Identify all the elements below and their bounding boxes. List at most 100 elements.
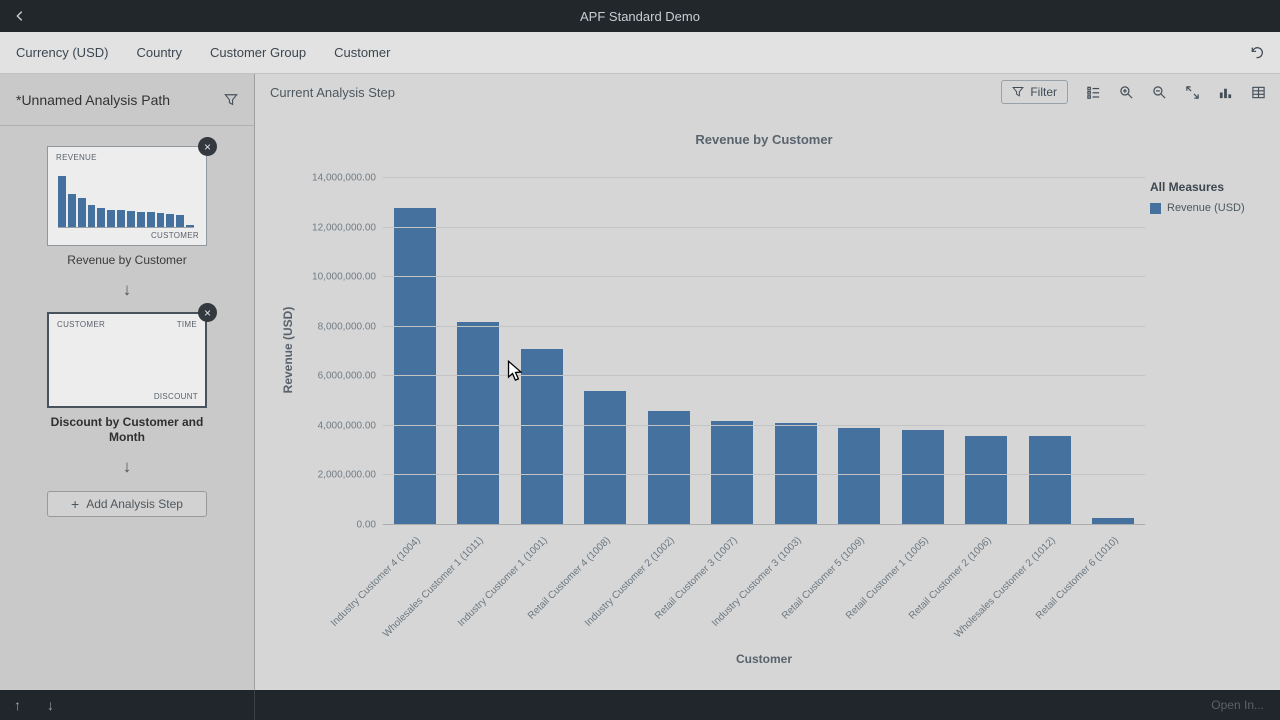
back-button[interactable] [0, 0, 40, 32]
chart-bar[interactable] [520, 349, 563, 525]
legend-item-label: Revenue (USD) [1167, 202, 1245, 214]
thumb-axis-label: DISCOUNT [153, 392, 198, 401]
gridline [383, 226, 1145, 228]
undo-button[interactable] [1249, 45, 1264, 60]
plot-area [383, 177, 1145, 525]
move-step-up-button[interactable]: ↑ [14, 697, 21, 713]
chart-bar[interactable] [965, 435, 1008, 525]
y-axis-tick-label: 2,000,000.00 [317, 469, 376, 481]
thumb-bar [117, 210, 126, 227]
thumb-bar [156, 212, 165, 227]
chart-bar[interactable] [711, 420, 754, 525]
legend-toggle-button[interactable] [1086, 85, 1101, 100]
analysis-path-header: *Unnamed Analysis Path [0, 74, 254, 126]
bar-slot [701, 178, 765, 525]
chevron-left-icon [13, 9, 27, 23]
filter-link-customer[interactable]: Customer [334, 45, 391, 60]
chart-bar[interactable] [584, 391, 627, 525]
chart-bar[interactable] [838, 428, 881, 525]
y-axis-tick-label: 4,000,000.00 [317, 420, 376, 432]
chart-filter-button[interactable]: Filter [1001, 80, 1068, 104]
path-filter-button[interactable] [224, 93, 238, 107]
thumb-mini-chart [58, 176, 195, 228]
thumb-axis-label: CUSTOMER [150, 231, 199, 240]
thumb-bar [77, 198, 86, 227]
step-thumbnail: REVENUE CUSTOMER [47, 146, 207, 246]
chart-bar[interactable] [457, 321, 500, 525]
arrow-down-icon: ↓ [122, 280, 132, 299]
legend-swatch [1150, 202, 1161, 214]
thumb-axis-label: CUSTOMER [57, 320, 106, 329]
current-step-title: Current Analysis Step [270, 84, 396, 100]
y-axis-tick-label: 6,000,000.00 [317, 370, 376, 382]
add-step-label: Add Analysis Step [86, 497, 183, 511]
close-icon: × [203, 139, 211, 154]
thumb-bar [87, 204, 96, 227]
thumb-axis-label: TIME [176, 320, 197, 329]
legend-item-revenue[interactable]: Revenue (USD) [1150, 202, 1266, 214]
chart-bar[interactable] [393, 207, 436, 525]
filter-link-customer-group[interactable]: Customer Group [210, 45, 307, 60]
bars [383, 178, 1145, 525]
zoom-out-button[interactable] [1152, 85, 1167, 100]
zoom-in-button[interactable] [1119, 85, 1134, 100]
filter-link-country[interactable]: Country [136, 45, 182, 60]
table-view-button[interactable] [1251, 85, 1266, 100]
open-in-button[interactable]: Open In... [1211, 698, 1264, 712]
chart-container: Revenue by Customer Revenue (USD) 0.00 2,… [256, 110, 1280, 690]
step-caption: Revenue by Customer [67, 253, 187, 267]
footer-bar: ↑ ↓ Open In... [0, 690, 1280, 720]
thumb-bar [146, 212, 155, 227]
bar-slot [637, 178, 701, 525]
zoom-out-icon [1152, 85, 1167, 100]
fullscreen-button[interactable] [1185, 85, 1200, 100]
bar-slot [1018, 178, 1082, 525]
gridline [383, 424, 1145, 426]
y-axis-tick-label: 10,000,000.00 [312, 271, 376, 283]
chart-bar[interactable] [1028, 435, 1071, 525]
thumb-bar [166, 213, 175, 227]
filter-icon [224, 93, 238, 107]
chart-view-button[interactable] [1218, 85, 1233, 100]
y-axis-tick-label: 12,000,000.00 [312, 222, 376, 234]
gridline [383, 276, 1145, 278]
table-icon [1251, 85, 1266, 100]
chart-bar[interactable] [647, 411, 690, 525]
thumb-axis-label: REVENUE [56, 153, 97, 162]
chart-bar[interactable] [901, 429, 944, 525]
bar-slot [510, 178, 574, 525]
close-icon: × [203, 305, 211, 320]
filter-link-currency[interactable]: Currency (USD) [16, 45, 109, 60]
step-thumbnail-selected: CUSTOMER TIME DISCOUNT [47, 312, 207, 408]
gridline [383, 177, 1145, 178]
gridline [383, 375, 1145, 377]
step-toolbar: Current Analysis Step Filter [256, 74, 1280, 110]
chart-bar[interactable] [774, 423, 817, 525]
fullscreen-icon [1185, 85, 1200, 100]
step-reorder-controls: ↑ ↓ [0, 690, 255, 720]
toolbar-actions: Filter [1001, 80, 1266, 104]
remove-step-button[interactable]: × [198, 303, 217, 322]
remove-step-button[interactable]: × [198, 137, 217, 156]
legend-icon [1086, 85, 1101, 100]
footer-actions: Open In... [255, 690, 1280, 720]
add-analysis-step-button[interactable]: + Add Analysis Step [47, 491, 207, 517]
analysis-step-card-discount[interactable]: × CUSTOMER TIME DISCOUNT Discount by Cus… [47, 303, 217, 445]
bar-slot [955, 178, 1019, 525]
y-axis-labels: 0.00 2,000,000.00 4,000,000.00 6,000,000.00… [276, 173, 376, 531]
thumb-bar [58, 176, 66, 227]
shell-header: APF Standard Demo [0, 0, 1280, 32]
chart-title: Revenue by Customer [695, 132, 833, 147]
analysis-step-card-revenue[interactable]: × REVENUE CUSTOMER Revenue by Customer [47, 137, 217, 268]
analysis-steps-list: × REVENUE CUSTOMER Revenue by Customer ↓… [0, 126, 254, 517]
x-axis-title: Customer [735, 652, 792, 666]
move-step-down-button[interactable]: ↓ [47, 697, 54, 713]
bar-chart-icon [1218, 85, 1233, 100]
step-caption: Discount by Customer and Month [50, 415, 204, 444]
bar-slot [574, 178, 638, 525]
filter-icon [1012, 86, 1025, 98]
bar-slot [764, 178, 828, 525]
zoom-in-icon [1119, 85, 1134, 100]
chart-bar[interactable] [1092, 517, 1135, 525]
bar-slot [891, 178, 955, 525]
